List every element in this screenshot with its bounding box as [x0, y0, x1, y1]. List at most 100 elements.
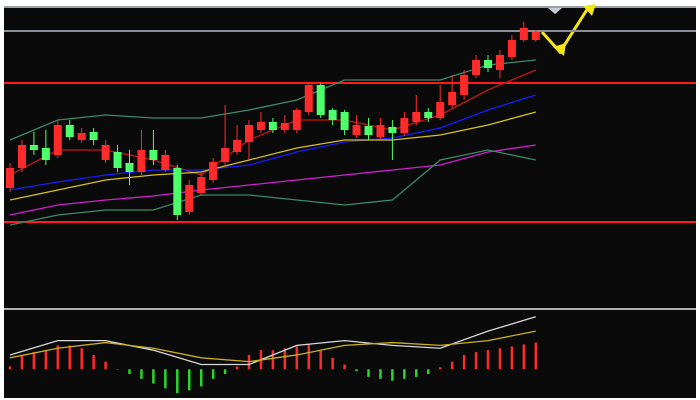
histogram-bar	[403, 369, 406, 379]
candle-body	[149, 150, 158, 160]
histogram-bar	[307, 344, 310, 370]
candle-body	[495, 55, 504, 70]
histogram-bar	[331, 357, 334, 370]
candle-body	[17, 145, 26, 168]
candle-body	[507, 40, 516, 57]
candle-body	[77, 133, 86, 140]
histogram-bar	[462, 354, 466, 370]
candle-body	[137, 150, 146, 172]
arrow-head	[553, 43, 566, 56]
candle-body	[316, 85, 325, 115]
candle-body	[185, 185, 194, 212]
candle-body	[436, 102, 445, 118]
histogram-bar	[367, 369, 370, 377]
histogram-bar	[319, 350, 322, 370]
candle-body	[256, 122, 265, 130]
candle-body	[460, 75, 469, 95]
candle-body	[292, 110, 301, 130]
histogram-bar	[522, 344, 526, 370]
histogram-bar	[104, 361, 107, 370]
histogram-bar	[68, 345, 71, 370]
candle-body	[125, 163, 134, 172]
candle-body	[221, 148, 230, 162]
histogram-bar	[152, 369, 155, 384]
candle-body	[173, 168, 182, 215]
candle-body	[531, 32, 540, 40]
histogram-bar	[510, 346, 514, 370]
candle-body	[328, 110, 337, 120]
candle-body	[6, 168, 14, 188]
histogram-bar	[176, 369, 179, 394]
indicator-line	[9, 144, 536, 216]
candle-body	[197, 177, 206, 193]
histogram-bar	[20, 354, 24, 370]
candle-body	[388, 127, 397, 133]
candle-body	[519, 28, 528, 40]
candle-body	[400, 118, 409, 133]
histogram-bar	[44, 350, 48, 370]
candle-body	[484, 60, 492, 68]
candle-body	[65, 125, 74, 137]
histogram-bar	[534, 342, 538, 370]
indicator-line	[9, 149, 536, 226]
histogram-bar	[235, 366, 239, 370]
histogram-bar	[343, 364, 346, 370]
histogram-bar	[188, 369, 191, 391]
marker-triangle	[548, 8, 562, 14]
candle-body	[53, 125, 62, 155]
candle-body	[101, 145, 110, 160]
histogram-bar	[355, 369, 358, 372]
candle-body	[161, 155, 170, 170]
histogram-bar	[427, 369, 430, 375]
candle-body	[29, 145, 38, 150]
histogram-bar	[199, 369, 203, 387]
candle-body	[364, 126, 373, 135]
chart-background	[4, 6, 696, 398]
arrow-head	[583, 4, 596, 16]
candle-body	[245, 125, 253, 142]
candle-body	[113, 152, 122, 168]
candle-body	[448, 92, 457, 105]
indicator-line	[9, 94, 536, 191]
histogram-bar	[474, 352, 478, 370]
candle-body	[304, 85, 313, 112]
indicator-line	[9, 316, 536, 366]
histogram-bar	[8, 366, 12, 370]
candle-body	[41, 148, 50, 160]
indicator-line	[9, 59, 536, 141]
candle-body	[268, 122, 277, 130]
histogram-bar	[80, 348, 83, 370]
histogram-bar	[271, 350, 275, 370]
candle-body	[352, 125, 361, 135]
histogram-bar	[128, 369, 131, 375]
candle-body	[209, 162, 218, 180]
histogram-bar	[223, 369, 227, 375]
histogram-bar	[379, 369, 382, 379]
indicator-line	[9, 330, 536, 363]
histogram-bar	[295, 346, 299, 370]
candle-body	[233, 140, 242, 152]
candle-body	[89, 132, 98, 140]
indicator-line	[9, 111, 536, 201]
histogram-bar	[486, 350, 490, 370]
histogram-bar	[415, 369, 418, 377]
histogram-bar	[164, 369, 167, 389]
histogram-bar	[438, 367, 442, 370]
histogram-bar	[32, 352, 36, 370]
histogram-bar	[450, 361, 454, 370]
histogram-bar	[92, 354, 95, 370]
candle-body	[472, 60, 481, 75]
histogram-bar	[56, 345, 60, 370]
histogram-bar	[211, 369, 215, 379]
histogram-bar	[116, 369, 119, 370]
histogram-bar	[391, 369, 394, 381]
candle-body	[424, 112, 433, 118]
histogram-bar	[283, 348, 287, 370]
histogram-bar	[498, 348, 502, 370]
candle-body	[412, 112, 421, 122]
histogram-bar	[140, 369, 143, 379]
candle-body	[280, 123, 289, 130]
candle-body	[340, 112, 349, 130]
